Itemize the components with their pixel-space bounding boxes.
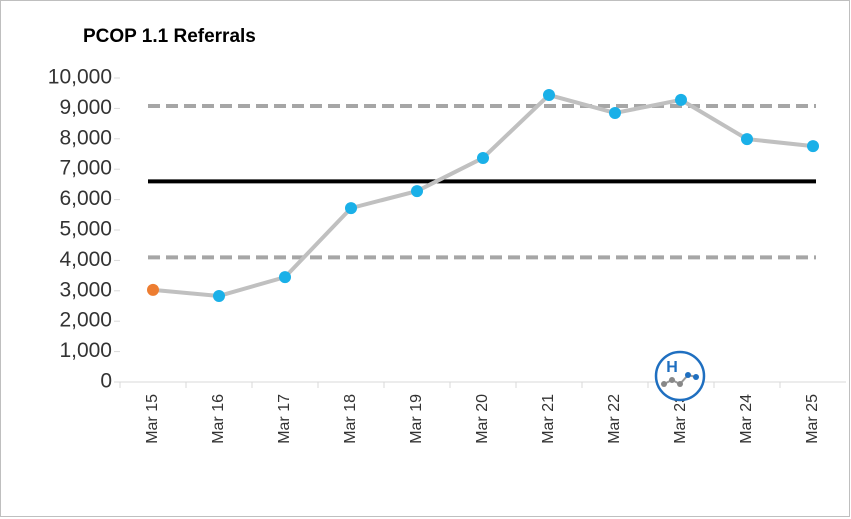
x-tick-label: Mar 19 (408, 394, 425, 444)
x-tick-label: Mar 24 (738, 394, 755, 444)
x-tick-label: Mar 15 (144, 394, 161, 444)
y-tick-label: 0 (100, 370, 112, 393)
y-tick-label: 1,000 (59, 339, 112, 362)
x-tick-label: Mar 23 (672, 394, 689, 444)
y-tick-label: 2,000 (59, 309, 112, 332)
data-point (345, 202, 357, 215)
data-point (543, 89, 555, 102)
svg-text:H: H (666, 359, 678, 376)
x-tick-label: Mar 17 (276, 394, 293, 444)
x-tick-label: Mar 20 (474, 394, 491, 444)
plot-area: 0 1,000 2,000 3,000 4,000 5,000 6,000 7,000 8,00… (48, 66, 846, 444)
data-point (147, 283, 159, 296)
y-tick-label: 10,000 (48, 66, 112, 89)
data-point (675, 93, 687, 106)
chart-title: PCOP 1.1 Referrals (83, 26, 256, 47)
y-tick-label: 4,000 (59, 248, 112, 271)
y-tick-label: 9,000 (59, 96, 112, 119)
y-tick-label: 3,000 (59, 278, 112, 301)
x-tick-label: Mar 16 (210, 394, 227, 444)
data-point (807, 140, 819, 153)
data-point (279, 271, 291, 284)
y-tick-label: 6,000 (59, 187, 112, 210)
data-point (741, 133, 753, 146)
logo-icon: H (654, 350, 706, 402)
x-tick-label: Mar 21 (540, 394, 557, 444)
x-tick-label: Mar 22 (606, 394, 623, 444)
data-point (411, 185, 423, 198)
y-tick-label: 5,000 (59, 218, 112, 241)
data-point (477, 151, 489, 164)
x-tick-label: Mar 25 (804, 394, 821, 444)
data-point (609, 106, 621, 119)
x-tick-label: Mar 18 (342, 394, 359, 444)
y-tick-label: 8,000 (59, 126, 112, 149)
data-point (213, 289, 225, 302)
y-tick-label: 7,000 (59, 157, 112, 180)
